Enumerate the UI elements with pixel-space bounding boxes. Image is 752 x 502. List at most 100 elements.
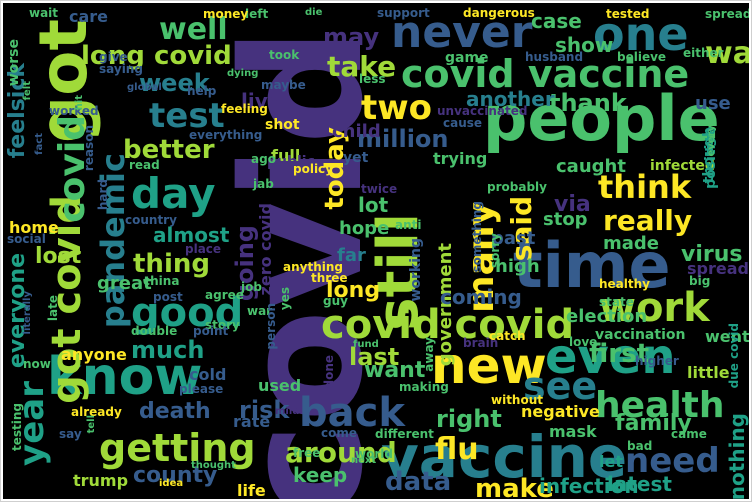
cloud-word: cold [189, 365, 227, 384]
cloud-word: due covid [727, 323, 741, 389]
cloud-word: twice [361, 182, 398, 196]
cloud-word: never [391, 7, 533, 58]
cloud-word: work [599, 285, 710, 331]
cloud-word: something [470, 201, 484, 273]
cloud-word: far [337, 245, 366, 266]
cloud-word: global [127, 82, 162, 93]
cloud-word: ago [251, 152, 276, 166]
cloud-word: hit [74, 95, 85, 111]
cloud-word: know [47, 347, 203, 407]
cloud-word: via [554, 192, 591, 217]
cloud-word: well [159, 12, 228, 47]
cloud-word: love [569, 335, 598, 349]
cloud-word: done [322, 355, 336, 389]
cloud-word: risk [239, 396, 290, 424]
cloud-word: three [311, 271, 348, 285]
cloud-word: trump [73, 471, 129, 490]
cloud-word: week [139, 69, 210, 97]
cloud-word: hope [339, 218, 390, 239]
cloud-word: caught [556, 156, 626, 177]
cloud-word: say [59, 427, 82, 441]
cloud-word: stop [543, 209, 588, 230]
cloud-word: anyone [61, 345, 127, 364]
cloud-word: coming [440, 285, 522, 309]
cloud-word: china [143, 274, 180, 288]
cloud-word: take [327, 50, 397, 83]
cloud-word: tell [86, 415, 97, 434]
cloud-word: home [9, 218, 59, 237]
cloud-word: infected [650, 158, 715, 174]
cloud-word: state [599, 295, 634, 309]
cloud-word: want [364, 358, 426, 383]
cloud-word: please [179, 382, 224, 396]
cloud-word: unvaccinated [437, 104, 528, 118]
cloud-word: support [377, 6, 430, 20]
cloud-word: live [241, 89, 282, 113]
cloud-word: came [671, 427, 707, 441]
cloud-word: virus [681, 242, 743, 267]
cloud-word: much [131, 336, 205, 364]
cloud-word: working [408, 238, 424, 302]
cloud-word: free [293, 446, 321, 460]
cloud-word: already [71, 405, 122, 419]
cloud-word: anything [283, 260, 343, 274]
cloud-word: went [705, 327, 749, 346]
cloud-word: family [615, 411, 692, 436]
cloud-word: make [475, 474, 554, 499]
cloud-word: literally [22, 291, 33, 335]
cloud-word: flu [435, 432, 479, 467]
cloud-word: even [545, 329, 676, 385]
cloud-word: last [349, 343, 400, 371]
cloud-word: now [23, 357, 51, 371]
cloud-word: idea [159, 478, 184, 489]
cloud-word: agree [205, 288, 244, 302]
cloud-word: election [566, 306, 648, 327]
cloud-word: data [385, 467, 452, 497]
cloud-word: one [593, 7, 689, 61]
cloud-word: read [129, 158, 160, 172]
cloud-word: probably [487, 180, 547, 194]
cloud-word: making [399, 380, 449, 394]
cloud-word: bad [627, 439, 653, 453]
cloud-word: case [531, 9, 582, 33]
cloud-word: money [203, 7, 249, 21]
cloud-word: high [495, 256, 540, 277]
cloud-word: dying [227, 68, 259, 79]
cloud-word: policy [293, 162, 333, 176]
cloud-word: long [326, 278, 381, 303]
cloud-word: day [131, 169, 216, 218]
cloud-word: million [357, 125, 449, 153]
cloud-word: give [99, 50, 128, 64]
cloud-word: vaccination [595, 327, 686, 343]
cloud-word: job [241, 280, 262, 294]
cloud-word: past [491, 228, 536, 249]
cloud-word: saying [99, 62, 143, 76]
cloud-word: people [483, 82, 720, 155]
cloud-word: away [422, 337, 436, 372]
cloud-word: either [683, 46, 724, 60]
cloud-word: sorry [488, 233, 502, 269]
cloud-word: world [355, 447, 393, 461]
cloud-word: county [133, 463, 218, 488]
cloud-word: different [375, 427, 434, 441]
cloud-word: help [187, 84, 217, 98]
cloud-word: without [491, 393, 544, 407]
cloud-word: lot [358, 193, 389, 217]
cloud-word: big [689, 274, 711, 288]
cloud-word: war [247, 304, 273, 318]
cloud-word: two [361, 88, 433, 128]
cloud-word: way [705, 36, 749, 71]
cloud-word: fund [353, 339, 379, 350]
cloud-word: come [321, 426, 357, 440]
cloud-word: latest [607, 472, 672, 496]
cloud-word: worked [49, 104, 99, 118]
cloud-word: wait [29, 6, 59, 20]
cloud-word: thing [133, 249, 210, 279]
cloud-word: cause [443, 116, 483, 130]
cloud-word: covid vaccine [401, 52, 690, 96]
cloud-word: nothing [725, 413, 749, 499]
cloud-word: see [523, 364, 598, 408]
cloud-word: person [264, 303, 278, 350]
cloud-word: next [351, 455, 377, 466]
